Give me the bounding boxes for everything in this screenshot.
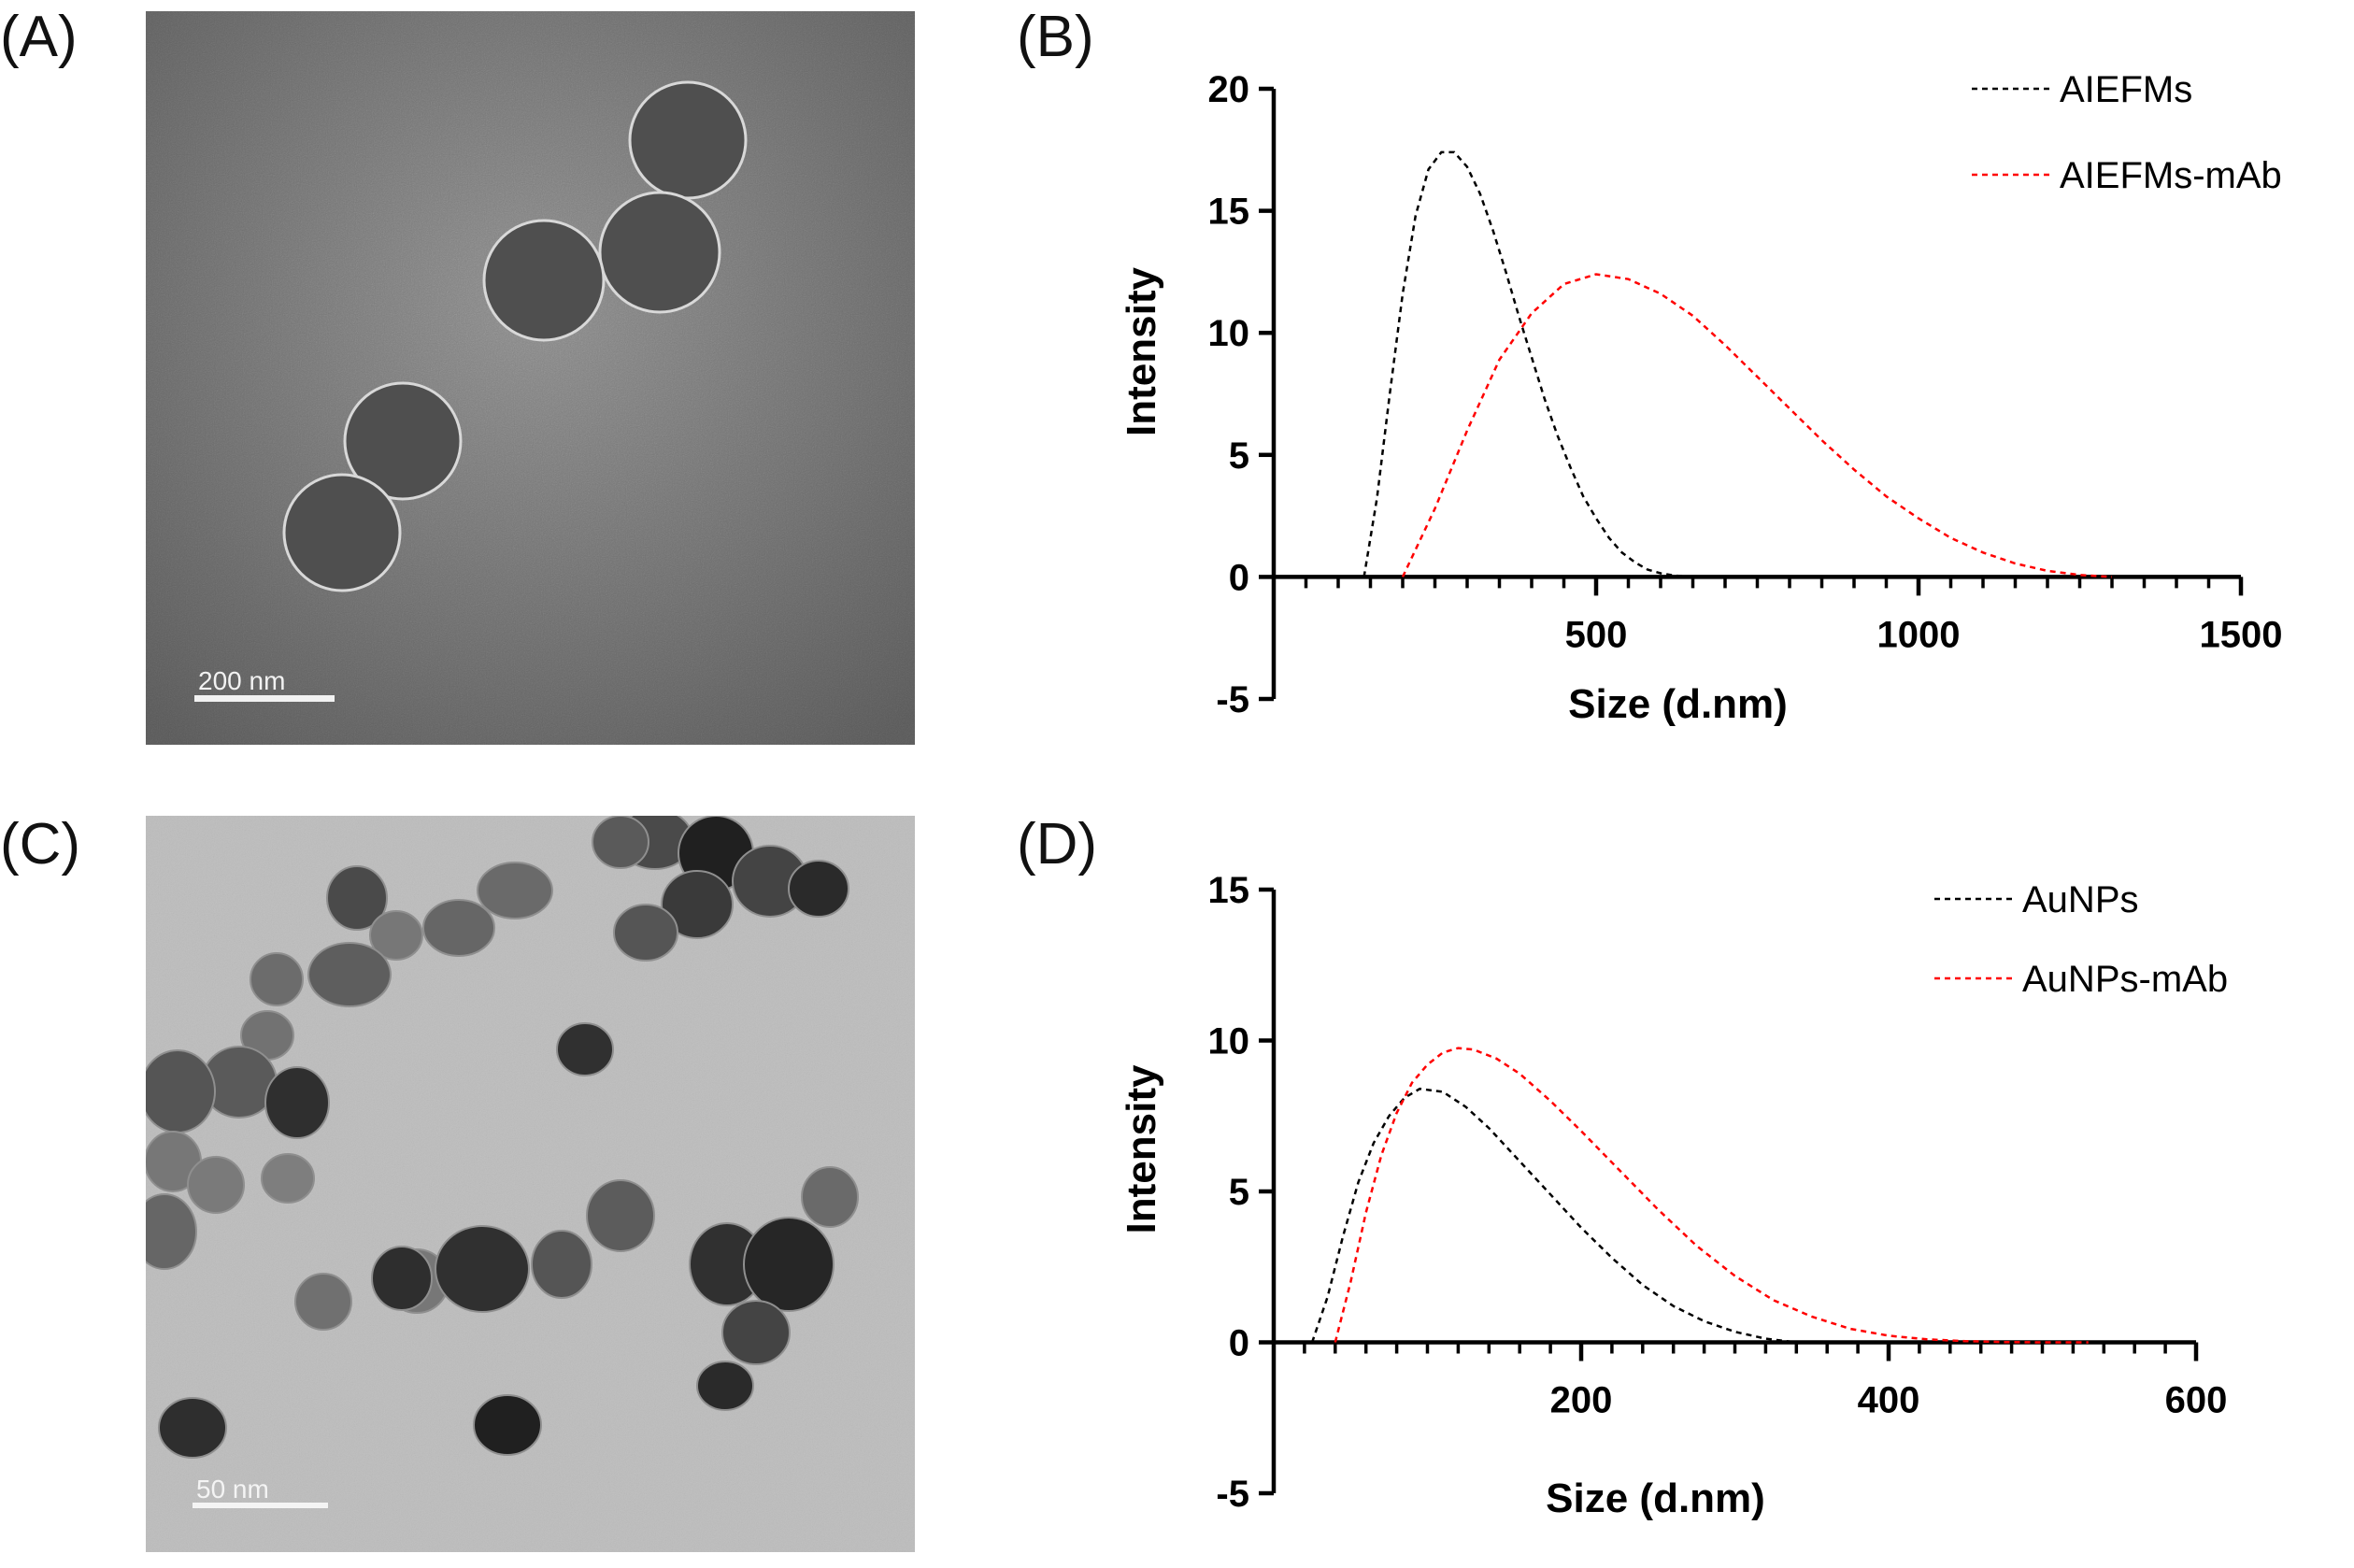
x-tick-label: 500 [1565, 614, 1628, 655]
y-tick-label: -5 [1216, 679, 1249, 720]
x-axis-label: Size (d.nm) [1546, 1475, 1765, 1521]
x-tick-label: 1000 [1877, 614, 1961, 655]
legend-label: AIEFMs-mAb [2060, 155, 2282, 196]
legend-label: AIEFMs [2060, 69, 2192, 110]
y-tick-label: 0 [1229, 1323, 1249, 1364]
legend-label: AuNPs-mAb [2022, 959, 2228, 1000]
legend-label: AuNPs [2022, 879, 2139, 920]
tem-micrograph-a: 200 nm [146, 11, 915, 745]
y-tick-label: 5 [1229, 435, 1249, 477]
scale-bar-label-c: 50 nm [196, 1475, 269, 1504]
scale-bar-c [193, 1503, 328, 1508]
nanoparticles [146, 816, 859, 1459]
panel-label-d: (D) [1017, 812, 1098, 877]
y-axis-label: Intensity [1119, 267, 1164, 436]
panel-label-c: (C) [0, 812, 81, 877]
x-tick-label: 400 [1858, 1380, 1920, 1421]
tem-micrograph-c: 50 nm [146, 816, 915, 1552]
chart-d: -5 0 5 10 15 200 400 600 Size (d.nm) Intensity AuN… [1119, 870, 2228, 1521]
y-tick-label: -5 [1216, 1474, 1249, 1515]
chart-b: -5 0 5 10 15 20 500 1000 1500 Size (d.nm) Intensit… [1119, 69, 2282, 727]
series-line-aiefms-mab [1401, 273, 2113, 578]
series-line-aunps [1310, 1087, 1797, 1344]
y-tick-label: 10 [1208, 313, 1250, 354]
y-tick-label: 0 [1229, 557, 1249, 598]
series-line-aiefms [1362, 150, 1700, 578]
panel-label-b: (B) [1017, 5, 1094, 69]
nanosphere-cluster [282, 80, 748, 592]
x-tick-label: 200 [1550, 1380, 1613, 1421]
x-axis-label: Size (d.nm) [1568, 681, 1788, 727]
y-tick-label: 15 [1208, 870, 1250, 911]
scale-bar-a [194, 695, 335, 702]
x-tick-label: 1500 [2200, 614, 2283, 655]
series-line-aunps-mab [1334, 1047, 2089, 1344]
x-tick-label: 600 [2165, 1380, 2228, 1421]
scale-bar-label-a: 200 nm [198, 666, 285, 695]
y-axis-label: Intensity [1119, 1064, 1164, 1233]
y-tick-label: 20 [1208, 69, 1250, 110]
y-tick-label: 15 [1208, 192, 1250, 233]
panel-label-a: (A) [0, 5, 78, 69]
y-tick-label: 10 [1208, 1021, 1250, 1062]
y-tick-label: 5 [1229, 1172, 1249, 1213]
